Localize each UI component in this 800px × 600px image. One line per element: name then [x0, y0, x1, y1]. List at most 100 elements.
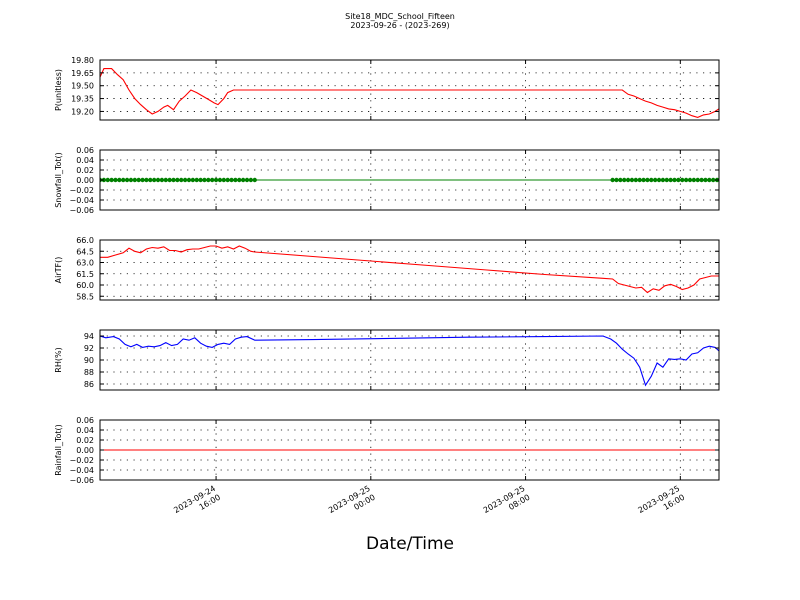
y-axis-label: AirTF() — [54, 257, 63, 284]
data-point — [128, 177, 134, 183]
y-axis-label: Rainfall_Tot() — [54, 424, 63, 476]
data-point — [645, 177, 650, 183]
data-point — [618, 177, 623, 183]
y-tick-label: −0.04 — [69, 196, 94, 205]
y-tick-label: 63.0 — [76, 259, 94, 268]
data-point — [637, 177, 642, 183]
data-point — [175, 177, 180, 183]
y-tick-label: 0.04 — [76, 156, 94, 165]
data-point — [217, 177, 223, 183]
data-point — [244, 177, 250, 183]
y-tick-label: 92 — [84, 344, 94, 353]
y-tick-label: 90 — [84, 356, 94, 365]
data-point — [144, 177, 149, 183]
data-point — [252, 177, 257, 183]
data-point — [124, 177, 130, 183]
y-tick-label: −0.02 — [69, 456, 94, 465]
y-tick-label: 88 — [84, 368, 94, 377]
data-point — [649, 177, 654, 183]
x-tick-label: 2023-09-2508:00 — [482, 484, 532, 524]
y-tick-label: 0.06 — [76, 416, 94, 425]
y-tick-label: 19.50 — [71, 82, 94, 91]
data-point — [233, 177, 238, 183]
data-point — [672, 177, 677, 183]
x-tick-label: 2023-09-2516:00 — [637, 484, 687, 524]
subplot-3: 66.0 64.5 63.0 61.5 60.0 58.5 AirTF() — [54, 236, 720, 301]
data-point — [668, 177, 673, 183]
data-point — [221, 177, 226, 183]
x-axis-label: Date/Time — [366, 534, 454, 554]
data-point — [641, 177, 646, 183]
y-tick-label: 0.02 — [76, 436, 94, 445]
data-point — [664, 177, 669, 183]
data-point — [140, 177, 145, 183]
data-point — [159, 177, 165, 183]
data-point — [652, 177, 658, 183]
y-tick-label: 86 — [84, 380, 94, 389]
data-point — [151, 177, 157, 183]
series-group — [100, 245, 719, 294]
data-point — [710, 177, 716, 183]
y-tick-label: 66.0 — [76, 236, 94, 245]
data-point — [209, 177, 215, 183]
plot-frame — [99, 239, 720, 301]
y-tick-label: 19.80 — [71, 56, 94, 65]
data-point — [113, 177, 118, 183]
data-point — [179, 177, 184, 183]
data-point — [680, 177, 685, 183]
chart-title: Site18_MDC_School_Fifteen — [345, 12, 455, 21]
y-tick-label: 60.0 — [76, 281, 94, 290]
subplot-2: 0.060.040.020.00−0.02−0.04−0.06 Snowfall_… — [54, 146, 720, 215]
data-point — [167, 177, 172, 183]
data-point — [148, 177, 153, 183]
y-tick-label: −0.02 — [69, 186, 94, 195]
chart-subtitle: 2023-09-26 - (2023-269) — [350, 21, 450, 30]
data-point — [213, 177, 219, 183]
data-point — [676, 177, 681, 183]
y-tick-label: 94 — [84, 332, 94, 341]
data-point — [660, 177, 666, 183]
y-tick-label: 0.00 — [76, 446, 94, 455]
plot-frame — [99, 59, 720, 121]
subplot-4: 94 92 90 88 86 RH(%) — [54, 329, 720, 391]
series-line-P(unitless) — [100, 68, 719, 118]
data-point — [610, 177, 615, 183]
data-point — [109, 177, 114, 183]
data-point — [622, 177, 627, 183]
data-point — [633, 177, 639, 183]
data-point — [136, 177, 141, 183]
data-point — [629, 177, 635, 183]
data-point — [171, 177, 176, 183]
data-point — [248, 177, 254, 183]
data-point — [656, 177, 662, 183]
data-point — [240, 177, 246, 183]
series-line-RH(%) — [100, 335, 719, 387]
data-point — [155, 177, 161, 183]
y-axis-label: P(unitless) — [54, 69, 63, 111]
data-point — [121, 177, 126, 183]
y-axis-label: RH(%) — [54, 347, 63, 372]
data-point — [691, 177, 697, 183]
y-tick-label: 19.35 — [71, 95, 94, 104]
data-point — [625, 177, 631, 183]
subplot-5: 0.060.040.020.00−0.02−0.04−0.06 Rainfall_… — [54, 416, 720, 485]
data-point — [683, 177, 689, 183]
data-point — [182, 177, 188, 183]
y-tick-label: 0.02 — [76, 166, 94, 175]
y-tick-label: 64.5 — [76, 247, 94, 256]
data-point — [703, 177, 708, 183]
data-point — [117, 177, 122, 183]
data-point — [687, 177, 693, 183]
data-point — [699, 177, 704, 183]
data-point — [105, 177, 110, 183]
data-point — [237, 177, 242, 183]
y-tick-label: −0.06 — [69, 206, 94, 215]
data-point — [695, 177, 700, 183]
data-point — [190, 177, 196, 183]
x-tick-label: 2023-09-2500:00 — [327, 484, 377, 524]
y-tick-label: −0.04 — [69, 466, 94, 475]
data-point — [229, 177, 234, 183]
series-group — [100, 68, 719, 118]
data-point — [614, 177, 619, 183]
